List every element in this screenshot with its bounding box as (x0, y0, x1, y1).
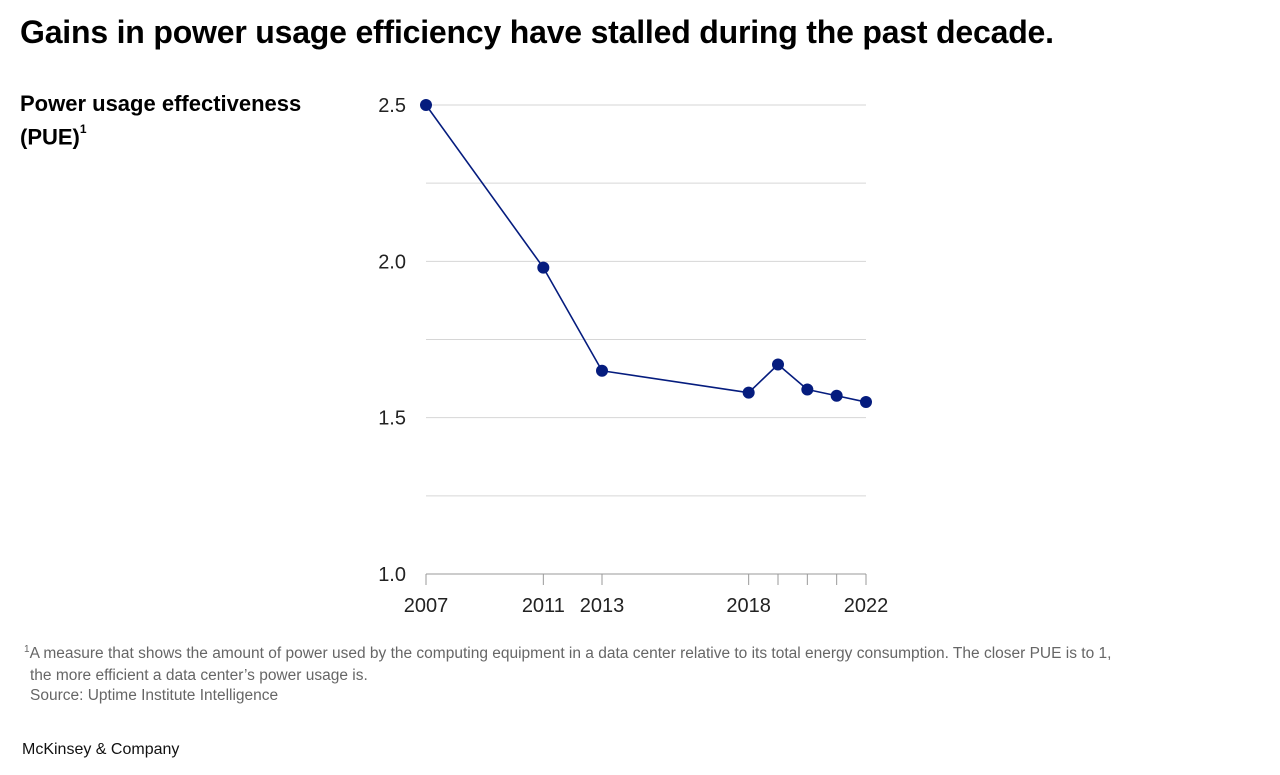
chart-title: Gains in power usage efficiency have sta… (20, 14, 1054, 50)
x-tick-label: 2011 (522, 595, 565, 617)
y-tick-label: 2.0 (378, 251, 406, 273)
footnote-line-2: the more efficient a data center’s power… (30, 667, 368, 684)
x-axis-ticks: 2007 2011 2013 2018 2022 (404, 574, 889, 617)
series-line (425, 104, 867, 403)
footnote-text-1: A measure that shows the amount of power… (29, 645, 1112, 662)
x-tick-label: 2018 (726, 595, 771, 617)
data-point-2020 (801, 383, 814, 396)
data-point-2007 (420, 99, 432, 111)
source-note: Source: Uptime Institute Intelligence (30, 687, 279, 704)
data-point-2011 (537, 261, 550, 274)
data-point-2013 (596, 364, 608, 377)
data-point-2019 (772, 358, 784, 371)
y-tick-label: 1.0 (378, 564, 406, 586)
line-chart: 1.0 1.5 2.0 2.5 2007 2011 2013 2018 2022 (378, 95, 889, 617)
footnote: 1A measure that shows the amount of powe… (24, 644, 1264, 706)
series-pue (420, 99, 872, 409)
x-tick-label: 2007 (404, 595, 449, 617)
data-point-2021 (830, 389, 843, 402)
footnote-marker: 1 (24, 644, 30, 655)
data-point-2018 (742, 386, 755, 399)
y-axis-ticks: 1.0 1.5 2.0 2.5 (378, 95, 406, 586)
grid-lines (426, 104, 866, 497)
y-axis-label-footnote-marker: 1 (79, 122, 87, 136)
x-tick-label: 2022 (844, 595, 889, 617)
y-tick-label: 2.5 (378, 95, 406, 117)
x-tick-label: 2013 (580, 595, 625, 617)
footnote-line-1: 1A measure that shows the amount of powe… (24, 644, 1264, 666)
y-axis-label-text: Power usage effectiveness (PUE) (20, 91, 302, 150)
y-tick-label: 1.5 (378, 408, 406, 430)
brand-logo-text: McKinsey & Company (22, 741, 180, 758)
data-point-2022 (860, 396, 872, 409)
y-axis-label: Power usage effectiveness (PUE)1 (20, 89, 320, 151)
